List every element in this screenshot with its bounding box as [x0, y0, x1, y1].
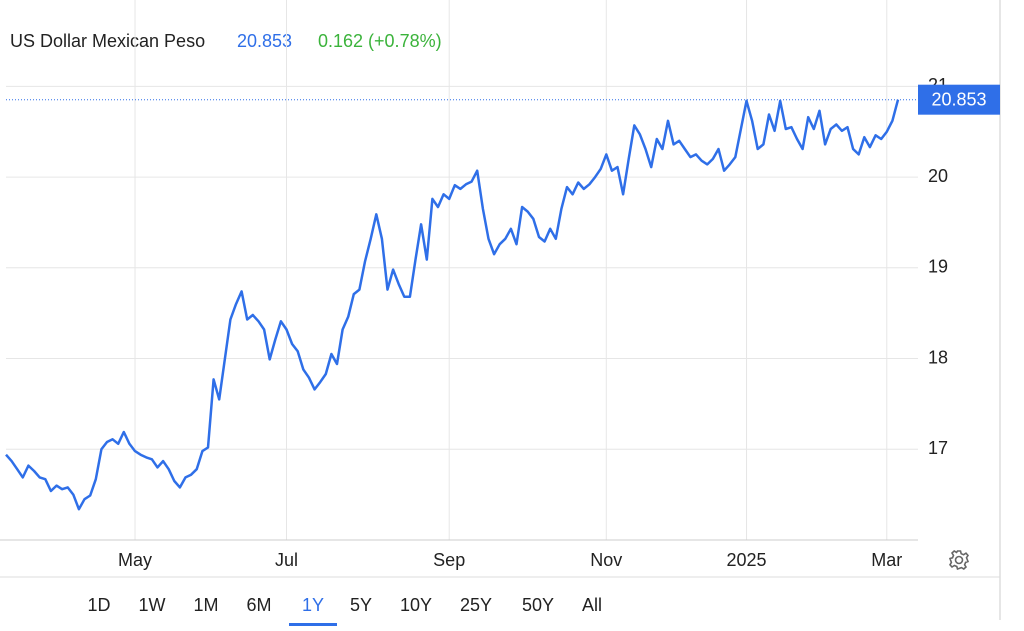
y-tick-label: 18	[928, 347, 948, 367]
y-tick-label: 20	[928, 166, 948, 186]
range-button[interactable]: 1W	[139, 595, 166, 615]
price: 20.853	[237, 31, 292, 51]
chart-title: US Dollar Mexican Peso	[10, 31, 205, 51]
x-tick-label: Sep	[433, 550, 465, 570]
last-price-label: 20.853	[931, 89, 986, 109]
x-tick-label: Jul	[275, 550, 298, 570]
range-button[interactable]: 10Y	[400, 595, 432, 615]
range-button[interactable]: 1D	[87, 595, 110, 615]
range-button[interactable]: All	[582, 595, 602, 615]
range-underline	[289, 623, 337, 626]
x-tick-label: Mar	[871, 550, 902, 570]
last-price-box	[918, 84, 1000, 115]
x-tick-label: 2025	[727, 550, 767, 570]
x-tick-label: Nov	[590, 550, 622, 570]
range-button[interactable]: 50Y	[522, 595, 554, 615]
range-button[interactable]: 1M	[193, 595, 218, 615]
range-button[interactable]: 5Y	[350, 595, 372, 615]
y-tick-label: 19	[928, 257, 948, 277]
range-button[interactable]: 25Y	[460, 595, 492, 615]
range-button[interactable]: 6M	[246, 595, 271, 615]
settings-icon[interactable]	[948, 550, 970, 571]
x-tick-label: May	[118, 550, 152, 570]
change: 0.162 (+0.78%)	[318, 31, 442, 51]
price-line	[5, 99, 900, 511]
range-button[interactable]: 1Y	[302, 595, 324, 615]
y-tick-label: 17	[928, 438, 948, 458]
